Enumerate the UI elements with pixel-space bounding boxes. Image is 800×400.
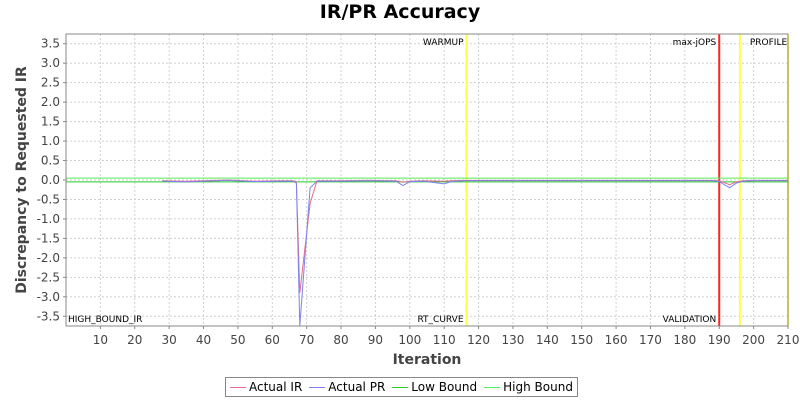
y-tick-label: 1.0 [41,134,60,148]
x-tick-label: 20 [127,333,142,347]
x-tick-label: 90 [368,333,383,347]
x-tick-label: 80 [333,333,348,347]
x-tick-label: 50 [230,333,245,347]
y-tick-label: -3.5 [37,309,60,323]
y-tick-label: -0.5 [37,192,60,206]
marker-labels: WARMUP RT_CURVE max-jOPS VALIDATION PROFILE H… [68,38,787,325]
corner-label: HIGH_BOUND_IR [68,315,142,325]
legend-label-actual-pr: Actual PR [328,380,386,394]
x-tick-labels: 10 20 30 40 50 60 70 80 90 100 110 120 130 140 150 160 1… [93,333,800,347]
x-tick-label: 160 [605,333,628,347]
legend-item-low-bound: Low Bound [392,380,477,394]
y-tick-label: -3.0 [37,290,60,304]
y-tick-label: 3.5 [41,37,60,51]
y-tick-label: -2.0 [37,251,60,265]
y-tick-label: 0.0 [41,173,60,187]
legend-label-high-bound: High Bound [503,380,573,394]
legend-swatch-actual-pr [309,386,326,388]
chart-legend: Actual IR Actual PR Low Bound High Bound [225,377,578,397]
y-tick-label: 2.0 [41,95,60,109]
y-tick-label: 1.5 [41,115,60,129]
x-axis-label: Iteration [393,352,462,368]
chart-title: IR/PR Accuracy [319,1,481,23]
x-tick-label: 140 [536,333,559,347]
x-tick-label: 70 [299,333,314,347]
marker-label: VALIDATION [663,315,717,325]
series-lines [66,177,788,327]
y-tick-label: -1.0 [37,212,60,226]
x-tick-label: 30 [162,333,177,347]
legend-label-low-bound: Low Bound [411,380,478,394]
y-tick-label: 0.5 [41,154,60,168]
series-line-actual-pr [162,179,788,327]
marker-label: max-jOPS [673,38,717,48]
x-tick-label: 100 [398,333,421,347]
legend-label-actual-ir: Actual IR [249,380,303,394]
x-tick-label: 150 [570,333,593,347]
legend-swatch-actual-ir [230,386,246,388]
x-tick-label: 170 [639,333,662,347]
legend-swatch-low-bound [392,386,409,388]
legend-swatch-high-bound [484,386,501,388]
y-tick-label: -1.5 [37,231,60,245]
y-axis-label: Discrepancy to Requested IR [14,66,30,294]
x-tick-label: 190 [708,333,731,347]
x-tick-label: 60 [265,333,280,347]
x-tick-label: 180 [673,333,696,347]
x-tick-label: 120 [467,333,490,347]
marker-label: PROFILE [750,38,788,48]
x-tick-label: 210 [777,333,800,347]
legend-item-high-bound: High Bound [484,380,573,394]
plot-border [65,33,789,327]
x-tick-label: 130 [501,333,524,347]
y-tick-label: 3.0 [41,56,60,70]
x-tick-label: 200 [742,333,765,347]
y-tick-label: -2.5 [37,270,60,284]
x-tick-label: 40 [196,333,211,347]
x-tick-label: 110 [433,333,456,347]
y-tick-label: 2.5 [41,76,60,90]
legend-item-actual-ir: Actual IR [230,380,302,394]
marker-label: RT_CURVE [417,315,463,325]
legend-item-actual-pr: Actual PR [309,380,385,394]
y-tick-labels: 3.5 3.0 2.5 2.0 1.5 1.0 0.5 0.0 -0.5 -1.0 -1.5 -2.0… [37,37,60,324]
x-tick-label: 10 [93,333,108,347]
marker-label: WARMUP [423,38,464,48]
